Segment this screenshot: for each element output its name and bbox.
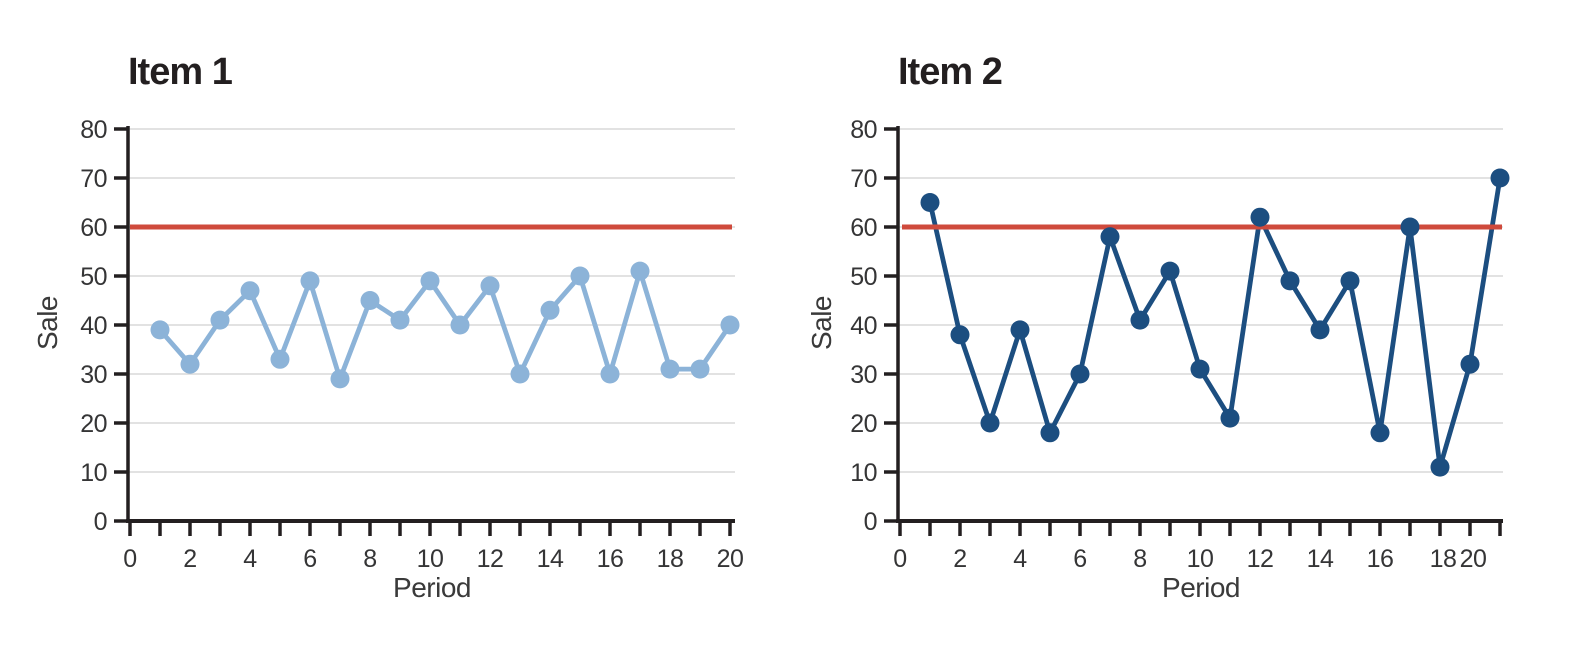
x-tick-label: 16 (597, 545, 624, 573)
line-chart-svg-item-1: 0 10 20 30 40 50 60 70 80 0 2 4 6 8 10 12 14 16 18 20 Item … (32, 51, 744, 603)
x-tick-label: 0 (123, 545, 136, 573)
data-point (600, 364, 620, 384)
y-tick-label: 40 (850, 312, 877, 340)
y-tick-label: 10 (80, 459, 107, 487)
data-point (390, 310, 410, 330)
data-point (920, 193, 940, 212)
x-tick-label: 14 (537, 545, 564, 573)
y-tick-label: 10 (850, 459, 877, 487)
x-tick-label: 12 (477, 545, 504, 573)
data-point (1250, 207, 1270, 227)
y-tick-label: 80 (80, 116, 107, 144)
x-tick-label: 8 (1133, 545, 1146, 573)
x-tick-label: 8 (363, 545, 376, 573)
y-tick-label: 70 (80, 165, 107, 193)
x-tick-label: 2 (183, 545, 196, 573)
data-point (510, 364, 530, 384)
x-tick-label: 14 (1307, 545, 1334, 573)
data-point (1010, 320, 1030, 340)
x-tick-label: 10 (417, 545, 444, 573)
y-tick-label: 30 (850, 361, 877, 389)
data-point (1070, 364, 1090, 384)
data-point (570, 266, 590, 286)
x-tick-label: 20 (1460, 545, 1487, 573)
y-tick-label: 0 (864, 508, 877, 536)
y-tick-label: 30 (80, 361, 107, 389)
data-point (180, 354, 200, 374)
plot-area: 0 10 20 30 40 50 60 70 80 0 2 4 6 8 10 12 14 16 18 20 (80, 116, 744, 573)
x-tick-label: 10 (1187, 545, 1214, 573)
data-point (720, 315, 740, 335)
x-tick-label: 16 (1367, 545, 1394, 573)
data-point (1190, 359, 1210, 379)
x-axis-label: Period (1162, 572, 1240, 603)
data-point (270, 349, 290, 369)
data-point (150, 320, 170, 340)
x-axis-label: Period (393, 572, 471, 603)
y-tick-label: 60 (80, 214, 107, 242)
series-line (927, 175, 1503, 470)
x-tick-label: 20 (717, 545, 744, 573)
chart-title: Item 1 (128, 51, 233, 93)
data-point (1220, 408, 1240, 428)
y-tick-label: 50 (850, 263, 877, 291)
data-point (330, 369, 350, 389)
x-tick-label: 4 (243, 545, 257, 573)
data-point (1370, 423, 1390, 443)
y-tick-label: 50 (80, 263, 107, 291)
data-point (1490, 168, 1510, 188)
y-tick-label: 40 (80, 312, 107, 340)
y-tick-label: 20 (80, 410, 107, 438)
x-tick-label: 6 (1073, 545, 1086, 573)
data-point (1160, 261, 1180, 281)
data-point (1340, 271, 1360, 291)
data-point (240, 281, 260, 301)
data-point (690, 359, 710, 379)
y-tick-label: 70 (850, 165, 877, 193)
data-point (210, 310, 230, 330)
y-tick-label: 80 (850, 116, 877, 144)
data-point (450, 315, 470, 335)
x-tick-label: 18 (1430, 545, 1457, 573)
data-point (1460, 354, 1480, 374)
chart-item-2: 0 10 20 30 40 50 60 70 80 0 2 4 6 8 10 12 14 16 18 20 Item … (787, 0, 1574, 650)
data-point (1040, 423, 1060, 443)
data-point (630, 261, 650, 281)
data-point (360, 291, 380, 310)
data-point (660, 359, 680, 379)
data-point (1430, 457, 1450, 477)
x-tick-label: 2 (953, 545, 966, 573)
chart-title: Item 2 (898, 51, 1002, 93)
y-axis-label: Sale (806, 296, 837, 350)
y-tick-label: 60 (850, 214, 877, 242)
data-point (1100, 227, 1120, 247)
y-tick-label: 20 (850, 410, 877, 438)
x-tick-label: 0 (893, 545, 906, 573)
data-point (980, 413, 1000, 433)
y-tick-label: 0 (94, 508, 107, 536)
data-point (1400, 217, 1420, 237)
data-point (480, 276, 500, 296)
data-point (950, 325, 970, 345)
x-tick-label: 6 (303, 545, 316, 573)
series-line (157, 268, 733, 382)
chart-item-1: 0 10 20 30 40 50 60 70 80 0 2 4 6 8 10 12 14 16 18 20 Item … (32, 51, 744, 603)
x-tick-label: 4 (1013, 545, 1027, 573)
data-point (1280, 271, 1300, 291)
data-point (420, 271, 440, 291)
data-point (540, 300, 560, 320)
x-tick-label: 18 (657, 545, 684, 573)
data-point (1310, 320, 1330, 340)
data-point (1130, 310, 1150, 330)
data-point (300, 271, 320, 291)
x-tick-label: 12 (1247, 545, 1274, 573)
y-axis-label: Sale (32, 296, 63, 350)
